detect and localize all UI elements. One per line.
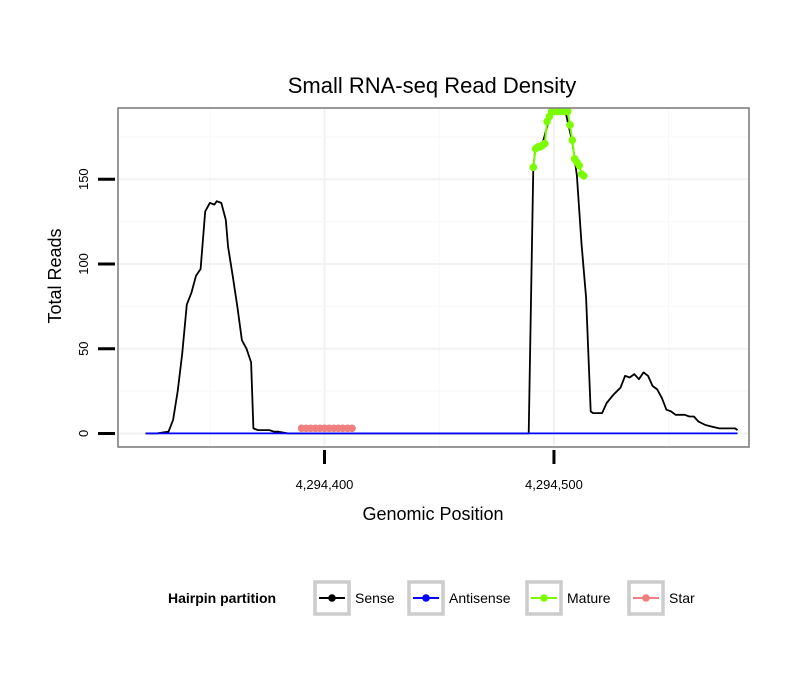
data-point-mature xyxy=(579,172,588,180)
legend-key-marker xyxy=(540,594,548,602)
plot-border xyxy=(117,107,750,448)
legend-title: Hairpin partition xyxy=(168,590,276,606)
legend-label: Star xyxy=(669,590,695,606)
legend-entry-antisense: Antisense xyxy=(407,580,511,616)
legend-label: Sense xyxy=(355,590,395,606)
data-point-mature xyxy=(529,163,538,172)
legend-key-marker xyxy=(422,594,430,602)
data-point-mature xyxy=(568,136,577,145)
legend-label: Antisense xyxy=(449,590,511,606)
chart-title: Small RNA-seq Read Density xyxy=(288,73,577,98)
x-axis: 4,294,400 4,294,500 xyxy=(296,450,583,492)
y-tick-label: 100 xyxy=(76,253,91,275)
y-tick-label: 150 xyxy=(76,168,91,190)
legend-label: Mature xyxy=(567,590,611,606)
x-tick-label: 4,294,400 xyxy=(296,477,354,492)
plot-panel xyxy=(118,108,749,447)
legend-key-marker xyxy=(642,594,650,602)
legend-entry-mature: Mature xyxy=(525,580,611,616)
data-point-star xyxy=(348,424,356,433)
x-axis-title: Genomic Position xyxy=(362,504,503,524)
legend-entry-sense: Sense xyxy=(313,580,395,616)
data-point-mature xyxy=(566,121,574,129)
series-mature xyxy=(529,107,588,180)
legend-entry-star: Star xyxy=(627,580,695,616)
y-axis-title: Total Reads xyxy=(45,228,65,323)
x-tick-label: 4,294,500 xyxy=(525,477,583,492)
data-point-mature xyxy=(563,107,572,116)
data-point-mature xyxy=(575,161,584,170)
y-tick-label: 0 xyxy=(76,430,91,437)
data-point-mature xyxy=(540,139,549,148)
legend: Hairpin partition Sense Antisense Mature St… xyxy=(168,580,695,616)
series-star xyxy=(297,424,356,433)
legend-key-marker xyxy=(328,594,336,602)
series-layer xyxy=(145,107,739,435)
y-tick-label: 50 xyxy=(76,341,91,355)
y-axis: 0 50 100 150 xyxy=(76,168,115,437)
